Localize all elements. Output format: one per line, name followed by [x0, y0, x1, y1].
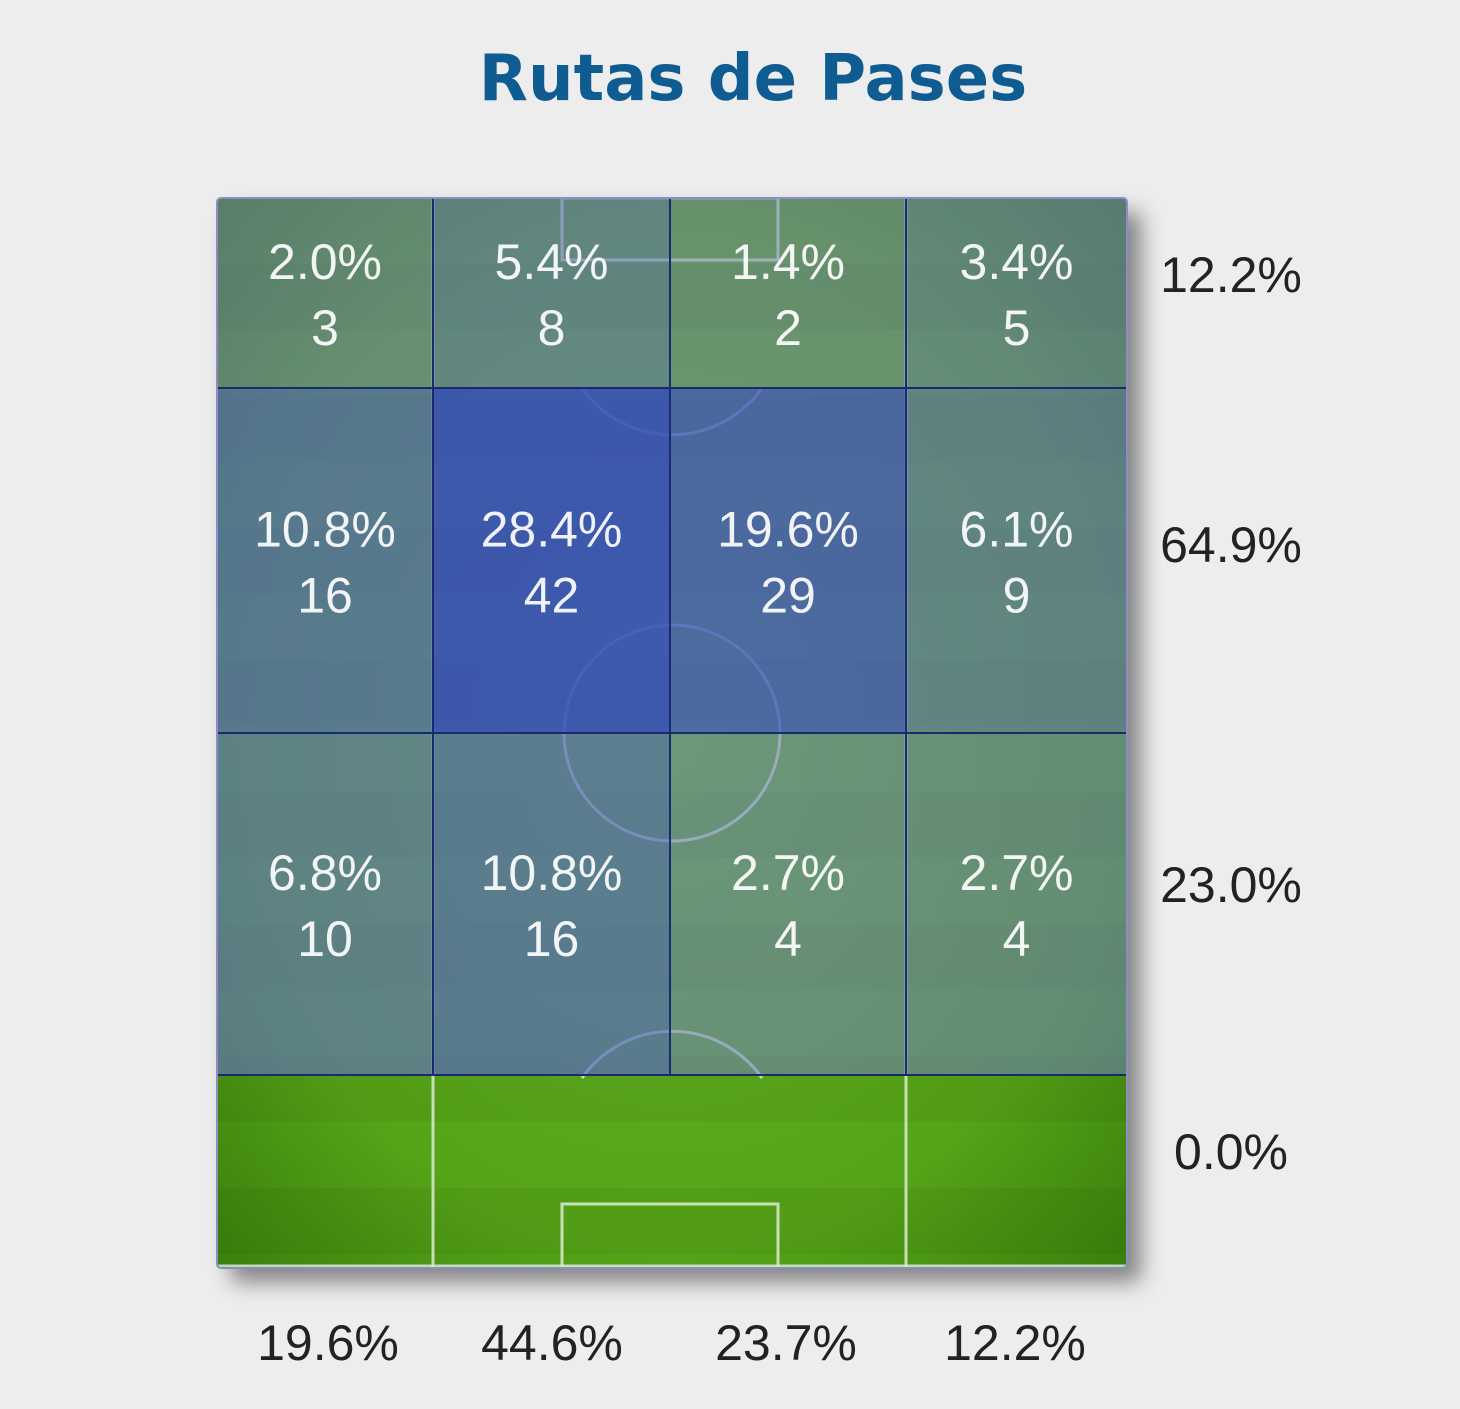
heatmap-cell	[217, 198, 434, 389]
column-total-4: 12.2%	[944, 1315, 1086, 1371]
heatmap-cell	[217, 387, 434, 734]
cell-percentage: 19.6%	[717, 502, 859, 558]
cell-percentage: 2.7%	[731, 845, 845, 901]
heatmap-cell	[432, 387, 671, 734]
heatmap-cell-labels: 2.0% 3 5.4% 8 1.4% 2 3.4% 5 10.8% 16 28.4% 42 19.6% 2…	[254, 234, 1073, 967]
cell-count: 29	[760, 568, 816, 624]
heatmap-cell	[905, 387, 1127, 734]
pitch-border	[216, 197, 1128, 1269]
row-total-1: 12.2%	[1160, 247, 1302, 303]
row-total-3: 23.0%	[1160, 857, 1302, 913]
cell-count: 2	[774, 300, 802, 356]
chart-title: Rutas de Pases	[478, 42, 1028, 116]
cell-percentage: 5.4%	[495, 234, 609, 290]
column-total-2: 44.6%	[481, 1315, 623, 1371]
row-total-4: 0.0%	[1174, 1124, 1288, 1180]
cell-count: 4	[774, 911, 802, 967]
cell-percentage: 2.7%	[960, 845, 1074, 901]
bottom-goal-box	[560, 1202, 780, 1268]
row-total-2: 64.9%	[1160, 517, 1302, 573]
cell-count: 42	[524, 568, 580, 624]
column-total-3: 23.7%	[715, 1315, 857, 1371]
cell-percentage: 10.8%	[254, 502, 396, 558]
grass-stripe	[217, 1188, 1127, 1254]
cell-count: 4	[1003, 911, 1031, 967]
heatmap-cell	[669, 198, 907, 389]
column-total-1: 19.6%	[257, 1315, 399, 1371]
heatmap-cell	[905, 732, 1127, 1076]
cell-percentage: 28.4%	[481, 502, 623, 558]
cell-count: 16	[297, 568, 353, 624]
cell-percentage: 6.8%	[268, 845, 382, 901]
cell-count: 16	[524, 911, 580, 967]
cell-percentage: 1.4%	[731, 234, 845, 290]
heatmap-cells	[217, 198, 1127, 1076]
heatmap-cell	[432, 732, 671, 1076]
heatmap-cell	[217, 732, 434, 1076]
cell-percentage: 3.4%	[960, 234, 1074, 290]
cell-percentage: 6.1%	[960, 502, 1074, 558]
heatmap-cell	[669, 387, 907, 734]
cell-percentage: 2.0%	[268, 234, 382, 290]
heatmap-cell	[432, 198, 671, 389]
cell-count: 8	[538, 300, 566, 356]
cell-count: 3	[311, 300, 339, 356]
cell-percentage: 10.8%	[481, 845, 623, 901]
cell-count: 10	[297, 911, 353, 967]
pass-zone-heatmap: 2.0% 3 5.4% 8 1.4% 2 3.4% 5 10.8% 16 28.4% 42 19.6% 2…	[216, 197, 1128, 1269]
heatmap-cell	[905, 198, 1127, 389]
cell-count: 5	[1003, 300, 1031, 356]
heatmap-cell	[669, 732, 907, 1076]
cell-count: 9	[1003, 568, 1031, 624]
